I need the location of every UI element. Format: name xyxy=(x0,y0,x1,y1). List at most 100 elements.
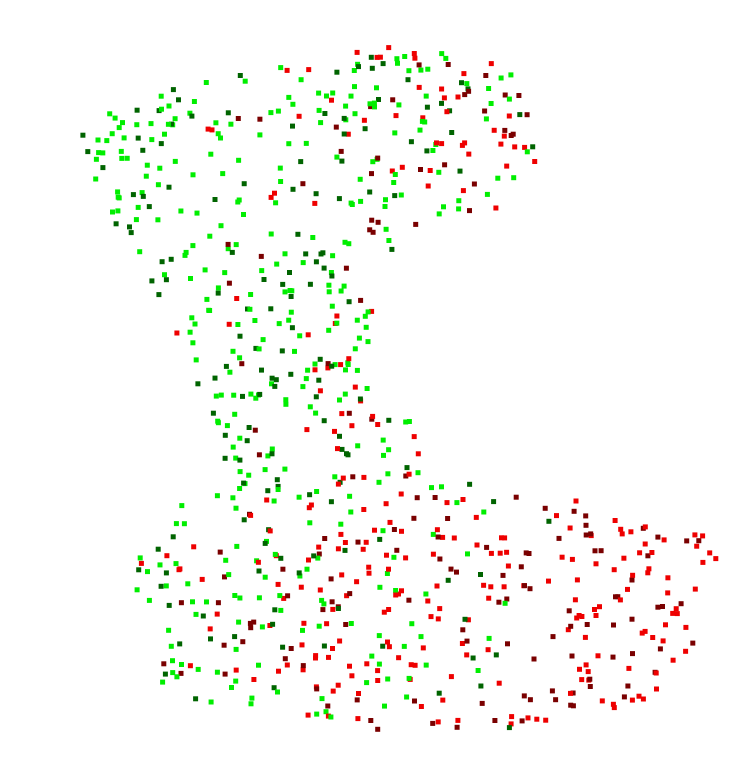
scatter-point xyxy=(313,259,319,265)
scatter-point xyxy=(284,662,290,668)
scatter-point xyxy=(482,108,488,114)
scatter-point xyxy=(251,619,257,625)
scatter-point xyxy=(420,115,426,121)
scatter-point xyxy=(232,634,238,640)
scatter-point xyxy=(369,65,375,71)
scatter-point xyxy=(190,172,196,178)
scatter-point xyxy=(376,661,382,667)
scatter-point xyxy=(158,141,164,147)
scatter-point xyxy=(440,697,446,703)
scatter-point xyxy=(417,127,423,133)
scatter-point xyxy=(370,413,376,419)
scatter-point xyxy=(382,204,388,209)
scatter-point xyxy=(316,107,322,113)
scatter-point xyxy=(393,113,399,119)
scatter-point xyxy=(314,489,320,494)
scatter-point xyxy=(158,93,164,99)
scatter-point xyxy=(430,531,436,537)
scatter-point xyxy=(424,104,430,110)
scatter-point xyxy=(437,606,443,612)
scatter-point xyxy=(240,393,245,399)
scatter-point xyxy=(166,103,172,109)
scatter-point xyxy=(467,481,473,487)
scatter-point xyxy=(527,586,533,592)
scatter-point xyxy=(328,270,334,275)
scatter-point xyxy=(288,309,294,315)
scatter-point xyxy=(684,538,690,544)
scatter-point xyxy=(107,111,113,117)
scatter-point xyxy=(182,252,188,258)
scatter-point xyxy=(257,132,263,138)
scatter-point xyxy=(300,663,306,669)
scatter-point xyxy=(343,265,349,271)
scatter-point xyxy=(420,645,426,651)
scatter-point xyxy=(237,435,243,441)
scatter-point xyxy=(406,419,412,424)
scatter-point xyxy=(386,447,392,453)
scatter-point xyxy=(370,159,376,165)
scatter-point xyxy=(305,332,311,338)
scatter-point xyxy=(497,550,503,556)
scatter-point xyxy=(251,677,257,682)
scatter-point xyxy=(100,150,106,156)
scatter-point xyxy=(315,555,321,561)
scatter-point xyxy=(460,627,466,633)
scatter-point xyxy=(332,428,337,434)
scatter-point xyxy=(326,289,332,295)
scatter-point xyxy=(375,726,381,732)
scatter-point xyxy=(119,155,125,161)
scatter-point xyxy=(349,423,355,429)
scatter-point xyxy=(485,647,491,653)
scatter-point xyxy=(165,121,171,127)
scatter-point xyxy=(283,401,289,407)
scatter-point xyxy=(389,246,395,252)
scatter-point xyxy=(386,45,392,51)
scatter-point xyxy=(393,592,399,598)
scatter-point xyxy=(611,622,616,628)
scatter-point xyxy=(155,217,161,223)
scatter-point xyxy=(204,599,209,605)
scatter-point xyxy=(145,569,150,575)
scatter-point xyxy=(391,527,397,532)
scatter-point xyxy=(208,636,213,642)
scatter-point xyxy=(303,376,309,382)
scatter-point xyxy=(215,131,221,137)
scatter-point xyxy=(673,606,679,612)
scatter-point xyxy=(337,638,343,644)
scatter-point xyxy=(423,591,429,597)
scatter-point xyxy=(110,209,115,215)
scatter-point xyxy=(269,381,274,387)
scatter-point xyxy=(136,567,142,573)
scatter-point xyxy=(546,578,551,584)
scatter-point xyxy=(595,653,601,659)
scatter-point xyxy=(380,437,386,443)
scatter-point xyxy=(425,183,431,189)
scatter-point xyxy=(454,724,460,730)
scatter-point xyxy=(148,121,154,127)
scatter-point xyxy=(224,423,230,429)
scatter-point xyxy=(532,159,538,164)
scatter-point xyxy=(215,600,221,606)
scatter-point xyxy=(413,221,419,227)
scatter-point xyxy=(214,493,220,499)
scatter-point xyxy=(314,711,320,717)
scatter-point xyxy=(233,242,239,248)
scatter-point xyxy=(166,602,172,608)
scatter-point xyxy=(630,572,636,578)
scatter-point xyxy=(292,348,297,354)
scatter-point xyxy=(571,508,577,514)
scatter-point xyxy=(592,548,598,554)
scatter-point xyxy=(399,528,404,534)
scatter-point xyxy=(239,361,245,367)
scatter-point xyxy=(690,640,696,646)
scatter-point xyxy=(649,550,655,555)
scatter-point xyxy=(598,548,604,554)
scatter-point xyxy=(328,499,334,505)
scatter-point xyxy=(275,108,281,114)
scatter-point xyxy=(455,717,461,723)
scatter-point xyxy=(335,606,341,611)
scatter-point xyxy=(626,665,632,671)
scatter-point xyxy=(611,705,617,711)
scatter-point xyxy=(312,200,318,206)
